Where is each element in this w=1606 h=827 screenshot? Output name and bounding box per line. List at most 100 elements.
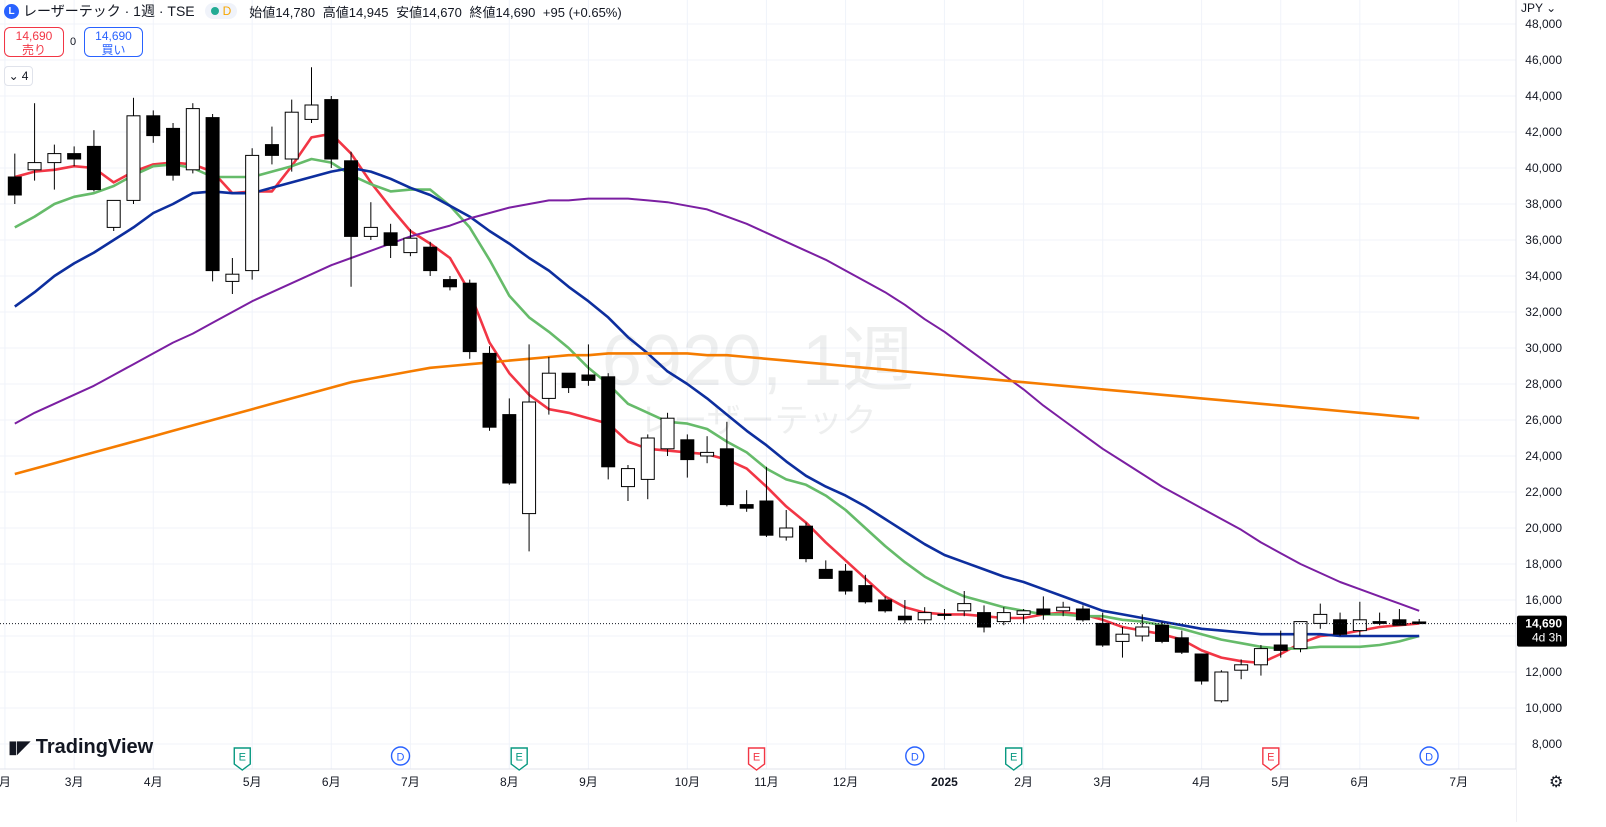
candle-body (818, 568, 833, 579)
candle-body (561, 372, 576, 389)
buy-price: 14,690 (95, 29, 132, 43)
time-tick-label: 6月 (1350, 775, 1369, 789)
candle (858, 574, 873, 604)
price-tick-label: 48,000 (1525, 17, 1562, 31)
candle (996, 607, 1011, 626)
ohlc-values: 始値14,780 高値14,945 安値14,670 終値14,690 +95 … (249, 2, 621, 21)
candle-body (977, 612, 992, 628)
candle (957, 591, 972, 617)
candle (680, 434, 695, 478)
symbol-title[interactable]: レーザーテック · 1週 · TSE (23, 3, 195, 19)
candle-body (502, 414, 517, 484)
time-tick-label: 3月 (1093, 775, 1112, 789)
sell-button[interactable]: 14,690 売り (4, 27, 64, 57)
symbol-legend[interactable]: L レーザーテック · 1週 · TSE D 始値14,780 高値14,945… (4, 1, 622, 21)
settings-gear-icon[interactable]: ⚙ (1549, 774, 1564, 791)
candle-body (1234, 664, 1249, 671)
currency-selector[interactable]: JPY ⌄ (1521, 1, 1556, 15)
candle-body (245, 154, 260, 272)
candle (284, 99, 299, 172)
candle-body (86, 145, 101, 191)
price-tick-label: 38,000 (1525, 197, 1562, 211)
grid (0, 0, 1516, 769)
tradingview-logo[interactable]: ▮◤ TradingView (8, 736, 153, 759)
candle (878, 596, 893, 613)
candle (1392, 609, 1407, 626)
time-tick-label: 4月 (144, 775, 163, 789)
candle (522, 344, 537, 552)
candle-body (779, 527, 794, 538)
candle-body (1293, 621, 1308, 650)
candle (462, 279, 477, 359)
price-tick-label: 16,000 (1525, 593, 1562, 607)
candle-body (1135, 626, 1150, 637)
candle-body (7, 176, 22, 196)
candle (1372, 612, 1387, 626)
sell-label: 売り (21, 43, 46, 57)
candle (86, 130, 101, 192)
watermark-name: レーザーテック (639, 402, 876, 440)
marker-shape (510, 747, 528, 771)
candle-body (1333, 619, 1348, 635)
indicators-toggle-button[interactable]: ⌄ 4 (4, 66, 33, 86)
candles (7, 67, 1427, 703)
time-tick-label: 月 (0, 775, 11, 789)
marker-letter: E (516, 752, 523, 764)
marker-letter: E (1267, 752, 1274, 764)
tradingview-mark-icon: ▮◤ (8, 737, 31, 757)
candle (1313, 603, 1328, 629)
marker-letter: E (753, 752, 760, 764)
candle (185, 103, 200, 174)
candle (106, 199, 121, 231)
candle (838, 564, 853, 595)
candle (403, 229, 418, 257)
candle-body (324, 99, 339, 160)
candle (67, 146, 82, 167)
candle-body (403, 237, 418, 254)
time-tick-label: 6月 (322, 775, 341, 789)
candle (937, 609, 952, 620)
candle (739, 490, 754, 512)
candle (581, 344, 596, 386)
candle-body (838, 570, 853, 592)
earnings-marker-icon: E (1004, 747, 1023, 771)
time-axis: 月 3月 4月 5月 6月 7月 8月 9月 10月 11月 12月 2025 2月 3月 4月 5月 6月 7月 (0, 768, 1516, 822)
buy-button[interactable]: 14,690 買い (84, 27, 143, 57)
market-status-pill[interactable]: D (204, 3, 238, 19)
candle (799, 522, 813, 563)
candle-body (1036, 608, 1051, 615)
candle (264, 126, 279, 165)
candle-body (1056, 606, 1071, 612)
time-tick-label: 2025 (931, 775, 958, 789)
candle-body (67, 153, 82, 160)
candle (225, 258, 240, 294)
time-tick-label: 7月 (401, 775, 420, 789)
candle-body (640, 437, 655, 480)
marker-letter: E (239, 752, 246, 764)
ohlc-value: 14,780 (275, 4, 316, 20)
candle-body (799, 525, 813, 560)
candle-body (1372, 621, 1387, 624)
candle-body (462, 282, 477, 353)
candle-body (719, 448, 734, 506)
bar-countdown: 4d 3h (1532, 631, 1562, 645)
candle-body (284, 111, 299, 160)
candle-body (1115, 633, 1130, 642)
candle-body (917, 612, 932, 621)
candle-body (225, 273, 240, 282)
time-axis-bg (0, 769, 1516, 822)
candle-body (185, 108, 200, 171)
candle (1174, 630, 1189, 654)
candle-body (1392, 619, 1407, 626)
time-tick-label: 4月 (1192, 775, 1211, 789)
candle-body (482, 352, 497, 428)
candle (1194, 653, 1209, 685)
candle-body (304, 104, 319, 120)
candle-body (878, 599, 893, 612)
candle (126, 97, 141, 204)
candle (719, 421, 734, 507)
candle (759, 466, 774, 537)
candle-body (1174, 637, 1189, 653)
